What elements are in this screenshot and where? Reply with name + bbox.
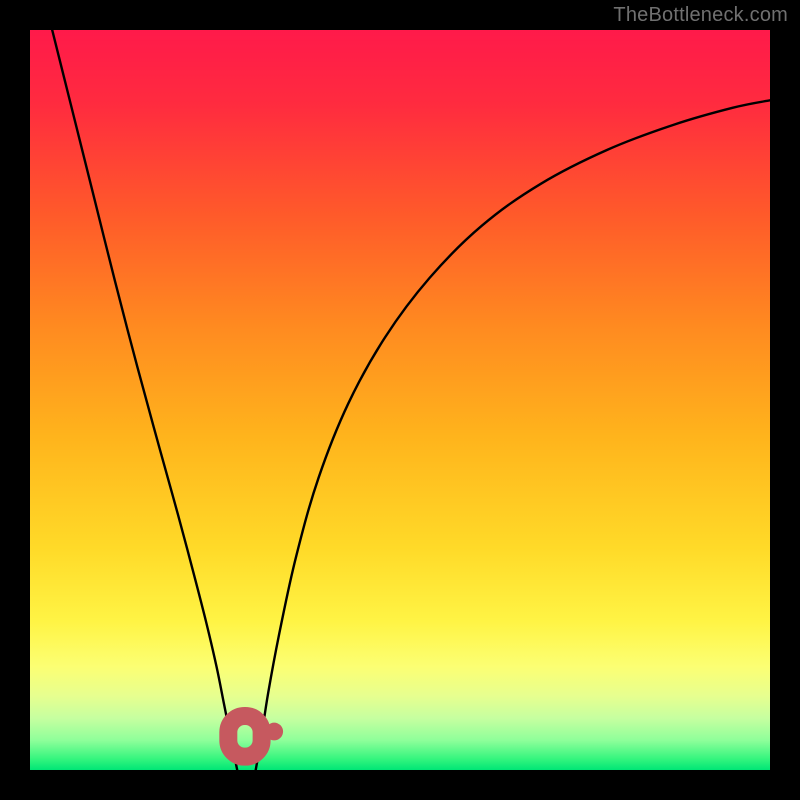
marker-dot — [265, 723, 283, 741]
watermark-text: TheBottleneck.com — [613, 4, 788, 27]
plot-area — [30, 30, 770, 770]
chart-svg — [30, 30, 770, 770]
figure: TheBottleneck.com — [0, 0, 800, 800]
gradient-background — [30, 30, 770, 770]
